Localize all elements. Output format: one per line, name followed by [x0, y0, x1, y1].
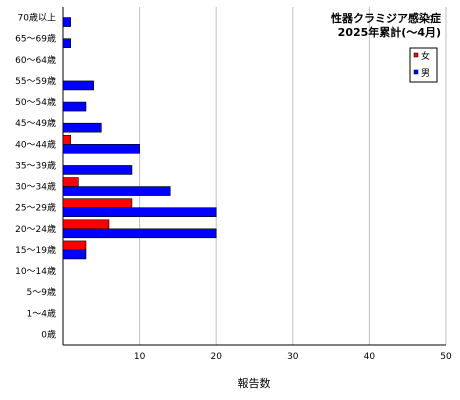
- bar-male-11: [62, 249, 87, 260]
- y-tick-label: 30〜34歳: [15, 181, 56, 193]
- legend-label-male: 男: [421, 68, 430, 79]
- y-tick-label: 50〜54歳: [15, 96, 56, 108]
- bar-male-5: [62, 122, 102, 133]
- y-tick-label: 5〜9歳: [27, 286, 56, 298]
- x-tick-label: 40: [364, 352, 376, 362]
- y-tick-label: 40〜44歳: [15, 138, 56, 150]
- chart-title: 性器クラミジア感染症: [331, 11, 441, 25]
- bar-male-9: [62, 207, 217, 217]
- bar-male-4: [62, 101, 87, 112]
- y-tick-label: 0歳: [41, 328, 56, 340]
- y-tick-label: 70歳以上: [18, 12, 56, 24]
- gridlines: [139, 7, 447, 345]
- y-tick-label: 35〜39歳: [15, 159, 56, 171]
- y-tick-label: 25〜29歳: [15, 202, 56, 214]
- chart-subtitle: 2025年累計(〜4月): [338, 25, 441, 39]
- y-tick-label: 65〜69歳: [15, 33, 56, 45]
- bar-male-3: [62, 80, 94, 91]
- legend-swatch-female: [413, 52, 419, 58]
- x-tick-label: 20: [210, 352, 222, 362]
- legend: 女 男: [409, 47, 438, 83]
- bars: [62, 17, 217, 260]
- y-tick-labels: 70歳以上 65〜69歳 60〜64歳 55〜59歳 50〜54歳 45〜49歳 40〜44…: [15, 12, 56, 341]
- x-tick-label: 10: [134, 352, 146, 362]
- bar-female-11: [62, 240, 87, 251]
- y-tick-label: 60〜64歳: [15, 54, 56, 66]
- y-tick-label: 1〜4歳: [27, 307, 56, 319]
- y-tick-label: 20〜24歳: [15, 223, 56, 235]
- y-tick-label: 15〜19歳: [15, 244, 56, 256]
- x-tick-label: 50: [440, 352, 452, 362]
- bar-male-0: [62, 17, 71, 27]
- bar-male-8: [62, 186, 171, 196]
- y-tick-label: 10〜14歳: [15, 265, 56, 277]
- bar-female-10: [62, 219, 110, 230]
- legend-swatch-male: [413, 69, 419, 75]
- bar-male-7: [62, 165, 133, 175]
- y-tick-label: 45〜49歳: [15, 117, 56, 129]
- bar-male-1: [62, 38, 71, 48]
- x-axis-label: 報告数: [238, 377, 271, 390]
- legend-label-female: 女: [421, 50, 430, 62]
- x-tick-label: 30: [287, 352, 299, 362]
- bar-female-9: [62, 198, 133, 208]
- x-tick-labels: 10 20 30 40 50: [134, 352, 452, 362]
- bar-female-8: [62, 177, 79, 187]
- bar-male-10: [62, 228, 217, 239]
- y-tick-label: 55〜59歳: [15, 75, 56, 87]
- bar-female-6: [62, 135, 71, 145]
- bar-male-6: [62, 144, 140, 154]
